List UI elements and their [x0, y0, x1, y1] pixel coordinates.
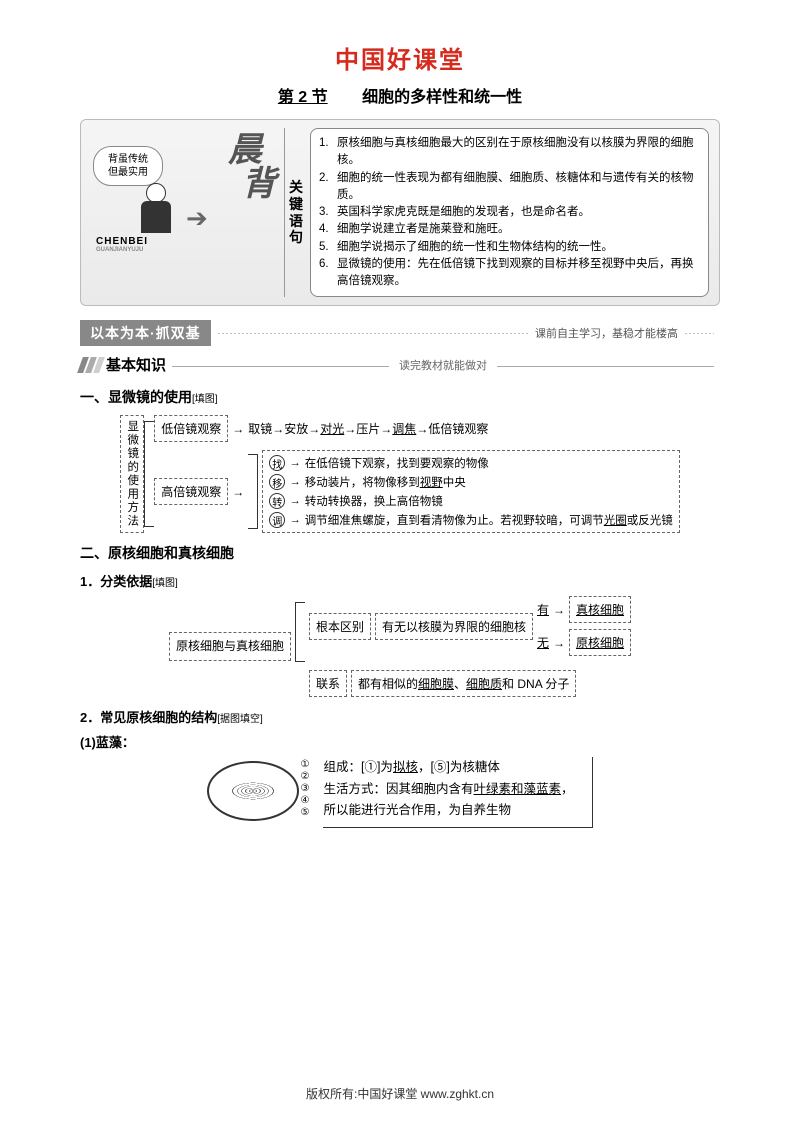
section-number: 第 2 节: [278, 89, 328, 106]
key-point: 4.细胞学说建立者是施莱登和施旺。: [319, 221, 700, 238]
divider: [172, 366, 389, 367]
speech-bubble: 背虽传统 但最实用: [93, 146, 163, 186]
bracket: [144, 421, 154, 527]
label-box: 联系: [309, 670, 347, 697]
key-point: 6.显微镜的使用：先在低倍镜下找到观察的目标并移至视野中央后，再换高倍镜观察。: [319, 256, 700, 291]
bracket: [295, 602, 305, 662]
bars-icon: [77, 357, 105, 373]
section-name: 细胞的多样性和统一性: [362, 89, 522, 106]
step-list: 找→在低倍镜下观察，找到要观察的物像 移→移动装片，将物像移到视野中央 转→转动…: [262, 450, 680, 533]
process-chain: 取镜→安放→对光→压片→调焦→低倍镜观察: [248, 420, 488, 437]
subsection-title: 基本知识: [106, 354, 166, 375]
key-points-box: 1.原核细胞与真核细胞最大的区别在于原核细胞没有以核膜为界限的细胞核。 2.细胞…: [310, 128, 709, 297]
banner-divider: [684, 332, 714, 334]
algae-diagram: ① ② ③ ④ ⑤ 组成：[①]为拟核，[⑤]为核糖体 生活方式：因其细胞内含有…: [80, 757, 720, 828]
low-mag-box: 低倍镜观察: [154, 415, 228, 442]
subsection-tip: 读完教材就能做对: [399, 357, 487, 373]
bracket: [248, 454, 258, 529]
heading-2: 二、原核细胞和真核细胞: [80, 543, 720, 563]
subsection-header: 基本知识 读完教材就能做对: [80, 354, 720, 375]
divider: [497, 366, 714, 367]
page-title: 第 2 节 细胞的多样性和统一性: [80, 83, 720, 107]
classification-diagram: 原核细胞与真核细胞 根本区别 有无以核膜为界限的细胞核 有→真核细胞 无→原核细…: [80, 596, 720, 697]
microscope-diagram: 显微镜的使用方法 低倍镜观察 → 取镜→安放→对光→压片→调焦→低倍镜观察 高倍…: [80, 415, 720, 533]
text-box: 有无以核膜为界限的细胞核: [375, 613, 533, 640]
arrow-icon: ➔: [186, 203, 208, 234]
key-point: 2.细胞的统一性表现为都有细胞膜、细胞质、核糖体和与遗传有关的核物质。: [319, 170, 700, 205]
banner-title: 以本为本·抓双基: [80, 320, 211, 346]
item-label: (1)蓝藻：: [80, 732, 720, 751]
keyword-column: 关键语句: [284, 128, 302, 297]
root-diff-row: 根本区别 有无以核膜为界限的细胞核 有→真核细胞 无→原核细胞: [309, 596, 631, 656]
algae-icon: [207, 761, 299, 821]
diagram-vlabel: 显微镜的使用方法: [120, 415, 144, 533]
brand-logo: 中国好课堂: [80, 40, 720, 75]
result-box: 真核细胞: [569, 596, 631, 623]
speech-line: 但最实用: [104, 166, 152, 179]
person-icon: [146, 183, 171, 233]
chenbei-pinyin: CHENBEI GUANJIANYUJU: [96, 236, 148, 253]
chenbei-cn: 晨 背: [228, 133, 276, 201]
hero-graphic: 背虽传统 但最实用 ➔ CHENBEI GUANJIANYUJU 晨 背: [91, 128, 266, 297]
key-point: 3.英国科学家虎克既是细胞的发现者，也是命名者。: [319, 204, 700, 221]
heading-2-2: 2．常见原核细胞的结构[据图填空]: [80, 707, 720, 726]
section-banner: 以本为本·抓双基 课前自主学习，基稳才能楼高: [80, 320, 720, 346]
speech-line: 背虽传统: [104, 153, 152, 166]
result-box: 原核细胞: [569, 629, 631, 656]
heading-2-1: 1．分类依据[填图]: [80, 571, 720, 590]
algae-text: 组成：[①]为拟核，[⑤]为核糖体 生活方式：因其细胞内含有叶绿素和藻蓝素，所以…: [323, 757, 593, 828]
algae-labels: ① ② ③ ④ ⑤: [301, 759, 310, 818]
footer-copyright: 版权所有:中国好课堂 www.zghkt.cn: [0, 1085, 800, 1102]
heading-1: 一、显微镜的使用[填图]: [80, 387, 720, 407]
main-box: 原核细胞与真核细胞: [169, 632, 291, 661]
hi-mag-box: 高倍镜观察: [154, 478, 228, 505]
key-point: 1.原核细胞与真核细胞最大的区别在于原核细胞没有以核膜为界限的细胞核。: [319, 135, 700, 170]
relation-row: 联系 都有相似的细胞膜、细胞质和 DNA 分子: [309, 670, 631, 697]
key-point: 5.细胞学说揭示了细胞的统一性和生物体结构的统一性。: [319, 239, 700, 256]
banner-divider: [217, 332, 529, 334]
banner-subtitle: 课前自主学习，基稳才能楼高: [535, 325, 678, 341]
label-box: 根本区别: [309, 613, 371, 640]
text-box: 都有相似的细胞膜、细胞质和 DNA 分子: [351, 670, 576, 697]
hero-panel: 背虽传统 但最实用 ➔ CHENBEI GUANJIANYUJU 晨 背 关键语…: [80, 119, 720, 306]
